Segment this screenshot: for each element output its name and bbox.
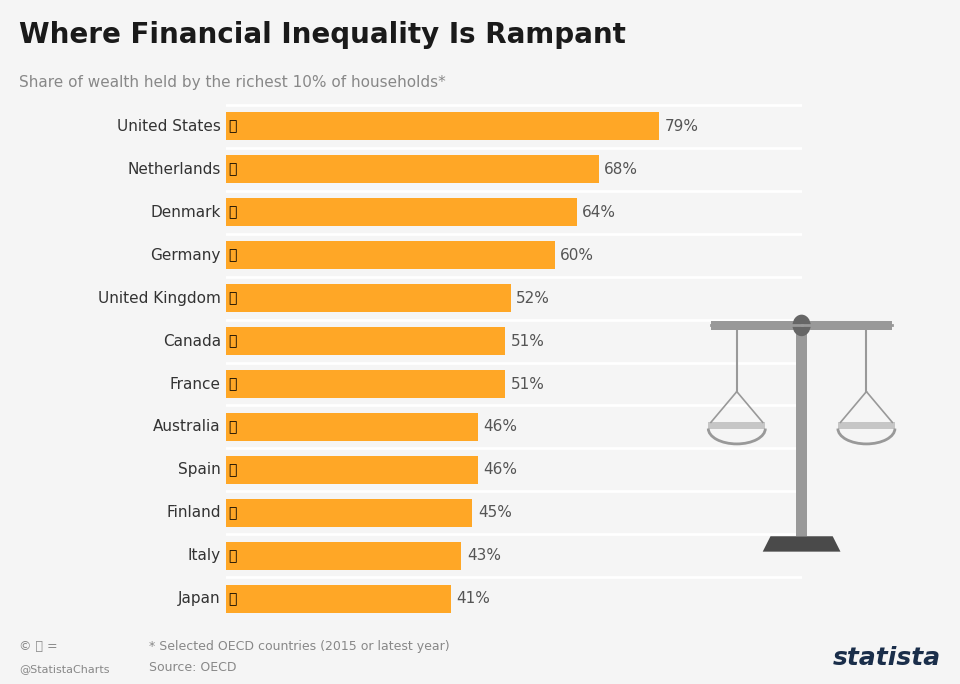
- Text: Where Financial Inequality Is Rampant: Where Financial Inequality Is Rampant: [19, 21, 626, 49]
- Bar: [226, 241, 555, 269]
- Text: Share of wealth held by the richest 10% of households*: Share of wealth held by the richest 10% …: [19, 75, 446, 90]
- Text: 🏳: 🏳: [228, 463, 237, 477]
- Text: * Selected OECD countries (2015 or latest year): * Selected OECD countries (2015 or lates…: [149, 640, 449, 653]
- Text: 🏳: 🏳: [228, 506, 237, 520]
- Bar: [226, 499, 472, 527]
- Text: United Kingdom: United Kingdom: [98, 291, 221, 306]
- Polygon shape: [710, 321, 892, 330]
- Text: Denmark: Denmark: [151, 205, 221, 220]
- Text: Finland: Finland: [166, 505, 221, 521]
- Text: 52%: 52%: [516, 291, 550, 306]
- Text: @StatistaCharts: @StatistaCharts: [19, 663, 109, 674]
- Text: Australia: Australia: [154, 419, 221, 434]
- Text: statista: statista: [832, 646, 941, 670]
- Text: Japan: Japan: [179, 591, 221, 606]
- Text: Germany: Germany: [151, 248, 221, 263]
- Text: 51%: 51%: [511, 334, 544, 349]
- Bar: [226, 585, 450, 613]
- Text: 🏳: 🏳: [228, 549, 237, 563]
- Text: 🏳: 🏳: [228, 119, 237, 133]
- Text: 46%: 46%: [484, 419, 517, 434]
- Bar: [226, 370, 505, 398]
- Bar: [226, 327, 505, 355]
- Text: 🏳: 🏳: [228, 377, 237, 391]
- Text: 43%: 43%: [467, 549, 501, 564]
- Circle shape: [793, 315, 810, 337]
- Bar: [226, 413, 478, 441]
- Bar: [226, 456, 478, 484]
- Text: 46%: 46%: [484, 462, 517, 477]
- Text: Netherlands: Netherlands: [128, 161, 221, 176]
- Text: 60%: 60%: [561, 248, 594, 263]
- Text: 51%: 51%: [511, 376, 544, 391]
- Text: 🏳: 🏳: [228, 291, 237, 305]
- Text: Canada: Canada: [162, 334, 221, 349]
- Polygon shape: [797, 330, 806, 536]
- Text: 🏳: 🏳: [228, 592, 237, 606]
- Bar: [226, 542, 462, 570]
- Polygon shape: [708, 423, 765, 428]
- Text: 41%: 41%: [456, 591, 490, 606]
- Text: 🏳: 🏳: [228, 205, 237, 219]
- Text: Spain: Spain: [178, 462, 221, 477]
- Text: France: France: [170, 376, 221, 391]
- Text: Source: OECD: Source: OECD: [149, 661, 236, 674]
- Text: 68%: 68%: [604, 161, 638, 176]
- Text: 🏳: 🏳: [228, 420, 237, 434]
- Text: 🏳: 🏳: [228, 248, 237, 262]
- Bar: [226, 112, 659, 140]
- Text: United States: United States: [117, 119, 221, 134]
- Bar: [226, 284, 511, 312]
- Bar: [226, 198, 577, 226]
- Polygon shape: [838, 423, 895, 428]
- Text: 🏳: 🏳: [228, 162, 237, 176]
- Text: 79%: 79%: [664, 119, 699, 134]
- Text: 45%: 45%: [478, 505, 512, 521]
- Text: Italy: Italy: [187, 549, 221, 564]
- Polygon shape: [762, 536, 841, 551]
- Bar: [226, 155, 599, 183]
- Text: 64%: 64%: [582, 205, 616, 220]
- Text: 🏳: 🏳: [228, 334, 237, 348]
- Text: © ⓘ =: © ⓘ =: [19, 640, 58, 653]
